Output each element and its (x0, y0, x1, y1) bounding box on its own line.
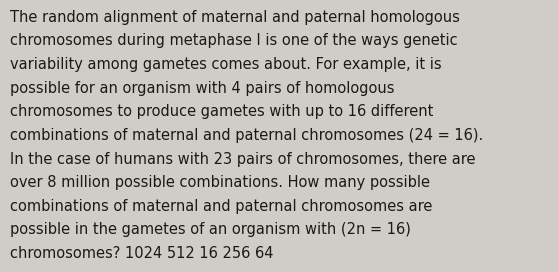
Text: In the case of humans with 23 pairs of chromosomes, there are: In the case of humans with 23 pairs of c… (10, 152, 475, 166)
Text: chromosomes to produce gametes with up to 16 different: chromosomes to produce gametes with up t… (10, 104, 434, 119)
Text: The random alignment of maternal and paternal homologous: The random alignment of maternal and pat… (10, 10, 460, 24)
Text: over 8 million possible combinations. How many possible: over 8 million possible combinations. Ho… (10, 175, 430, 190)
Text: chromosomes during metaphase I is one of the ways genetic: chromosomes during metaphase I is one of… (10, 33, 458, 48)
Text: possible for an organism with 4 pairs of homologous: possible for an organism with 4 pairs of… (10, 81, 395, 95)
Text: combinations of maternal and paternal chromosomes are: combinations of maternal and paternal ch… (10, 199, 432, 214)
Text: chromosomes? 1024 512 16 256 64: chromosomes? 1024 512 16 256 64 (10, 246, 273, 261)
Text: combinations of maternal and paternal chromosomes (24 = 16).: combinations of maternal and paternal ch… (10, 128, 483, 143)
Text: variability among gametes comes about. For example, it is: variability among gametes comes about. F… (10, 57, 442, 72)
Text: possible in the gametes of an organism with (2n = 16): possible in the gametes of an organism w… (10, 222, 411, 237)
